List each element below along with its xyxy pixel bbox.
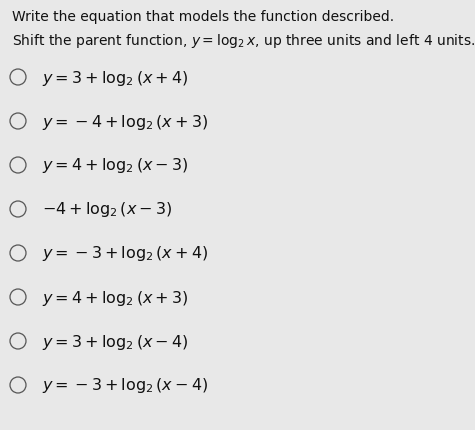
Text: $y = 4 + \log_2(x + 3)$: $y = 4 + \log_2(x + 3)$	[42, 288, 189, 307]
Text: $y = -3 + \log_2(x - 4)$: $y = -3 + \log_2(x - 4)$	[42, 376, 208, 395]
Text: $y = -4 + \log_2(x + 3)$: $y = -4 + \log_2(x + 3)$	[42, 112, 208, 131]
Text: $y = 3 + \log_2(x - 4)$: $y = 3 + \log_2(x - 4)$	[42, 332, 189, 351]
Text: $y = -3 + \log_2(x + 4)$: $y = -3 + \log_2(x + 4)$	[42, 244, 208, 263]
Text: $y = 4 + \log_2(x - 3)$: $y = 4 + \log_2(x - 3)$	[42, 156, 189, 175]
Text: Write the equation that models the function described.: Write the equation that models the funct…	[12, 10, 394, 24]
Text: $-4 + \log_2(x - 3)$: $-4 + \log_2(x - 3)$	[42, 200, 172, 219]
Text: Shift the parent function, $y = \log_2 x$, up three units and left 4 units.: Shift the parent function, $y = \log_2 x…	[12, 32, 475, 50]
Text: $y = 3 + \log_2(x + 4)$: $y = 3 + \log_2(x + 4)$	[42, 68, 189, 87]
